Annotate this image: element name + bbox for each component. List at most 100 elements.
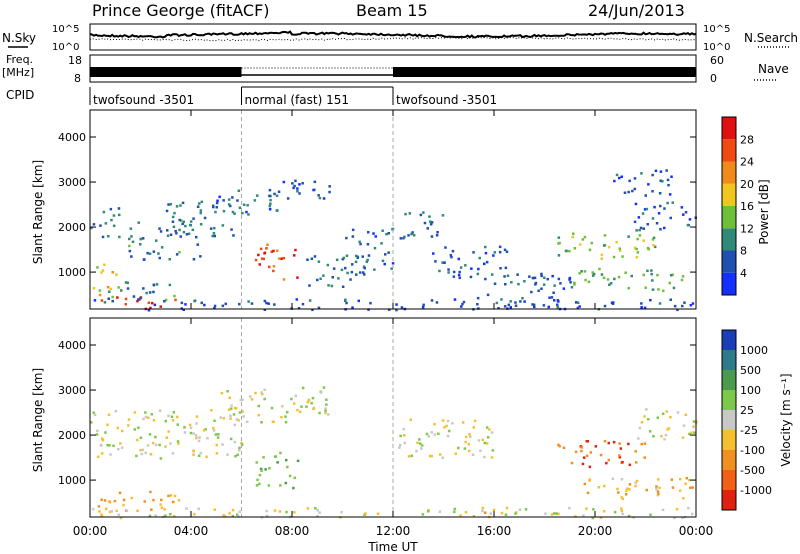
heat-cell — [380, 242, 383, 245]
heat-cell — [381, 229, 384, 232]
heat-cell — [518, 508, 522, 511]
heat-cell — [504, 266, 508, 270]
heat-cell — [612, 255, 616, 259]
heat-cell — [514, 301, 517, 304]
heat-cell — [291, 182, 294, 185]
heat-cell — [351, 235, 355, 238]
heat-cell — [462, 300, 466, 304]
heat-cell — [131, 240, 135, 244]
heat-cell — [212, 426, 215, 430]
heat-cell — [461, 421, 465, 424]
heat-cell — [637, 216, 641, 219]
heat-cell — [141, 237, 145, 240]
heat-cell — [602, 276, 606, 280]
heat-cell — [594, 445, 598, 448]
heat-cell — [402, 236, 405, 240]
heat-cell — [167, 494, 170, 498]
heat-cell — [241, 398, 244, 401]
heat-cell — [419, 442, 422, 445]
heat-cell — [100, 514, 104, 518]
heat-cell — [187, 232, 191, 235]
heat-cell — [119, 516, 123, 520]
heat-cell — [583, 235, 587, 239]
heat-cell — [149, 490, 152, 494]
heat-cell — [618, 442, 621, 445]
heat-cell — [259, 467, 263, 471]
heat-cell — [619, 447, 623, 450]
colorbar-swatch — [722, 370, 736, 390]
heat-cell — [679, 477, 682, 481]
heat-cell — [652, 244, 655, 247]
heat-cell — [307, 399, 311, 402]
heat-cell — [250, 302, 254, 305]
heat-cell — [643, 442, 647, 445]
heat-cell — [472, 251, 475, 254]
heat-cell — [126, 287, 130, 290]
heat-cell — [682, 497, 685, 500]
heat-cell — [578, 305, 581, 308]
heat-cell — [618, 454, 621, 457]
heat-cell — [168, 258, 171, 261]
heat-cell — [603, 439, 607, 443]
heat-cell — [245, 210, 248, 214]
heat-cell — [233, 440, 237, 444]
heat-cell — [95, 433, 99, 436]
heat-cell — [98, 510, 101, 513]
heat-cell — [116, 426, 120, 430]
heat-cell — [158, 443, 161, 447]
heat-cell — [264, 468, 267, 471]
heat-cell — [158, 227, 161, 230]
heat-cell — [422, 303, 425, 307]
nsky-rtick-bottom: 10^0 — [703, 42, 730, 53]
heat-cell — [410, 454, 413, 458]
heat-cell — [257, 413, 260, 417]
freq-tick-bottom: 8 — [74, 72, 81, 85]
heat-cell — [506, 274, 510, 277]
heat-cell — [229, 204, 232, 208]
heat-cell — [330, 284, 334, 288]
heat-cell — [293, 402, 296, 405]
heat-cell — [573, 281, 576, 285]
heat-cell — [118, 213, 121, 217]
heat-cell — [667, 183, 670, 187]
heat-cell — [103, 499, 107, 502]
heat-cell — [124, 281, 128, 284]
heat-cell — [472, 426, 475, 429]
heat-cell — [148, 252, 152, 255]
heat-cell — [107, 235, 110, 238]
heat-cell — [688, 478, 691, 482]
heat-cell — [171, 419, 175, 422]
heat-cell — [272, 265, 276, 268]
heat-cell — [269, 194, 272, 198]
heat-cell — [628, 483, 632, 486]
heat-cell — [258, 263, 261, 266]
heat-cell — [537, 289, 540, 292]
heat-cell — [637, 437, 640, 440]
heat-cell — [294, 248, 297, 252]
heat-cell — [271, 420, 275, 423]
heat-cell — [257, 253, 260, 257]
heat-cell — [655, 222, 659, 225]
heat-cell — [493, 251, 497, 254]
heat-cell — [585, 440, 588, 443]
heat-cell — [183, 431, 187, 434]
heat-cell — [147, 301, 151, 304]
heat-cell — [517, 282, 520, 286]
heat-cell — [99, 224, 102, 227]
heat-cell — [588, 465, 592, 469]
heat-cell — [242, 203, 246, 206]
heat-cell — [576, 306, 580, 310]
heat-cell — [607, 245, 611, 249]
heat-cell — [457, 273, 461, 277]
heat-cell — [633, 246, 637, 250]
heat-cell — [260, 257, 264, 260]
heat-cell — [127, 424, 130, 427]
heat-cell — [296, 408, 299, 412]
heat-cell — [580, 446, 584, 449]
heat-cell — [351, 228, 355, 232]
heat-cell — [633, 177, 637, 180]
heat-cell — [194, 434, 198, 437]
heat-cell — [211, 234, 214, 238]
heat-cell — [146, 251, 149, 255]
heat-cell — [296, 459, 300, 463]
